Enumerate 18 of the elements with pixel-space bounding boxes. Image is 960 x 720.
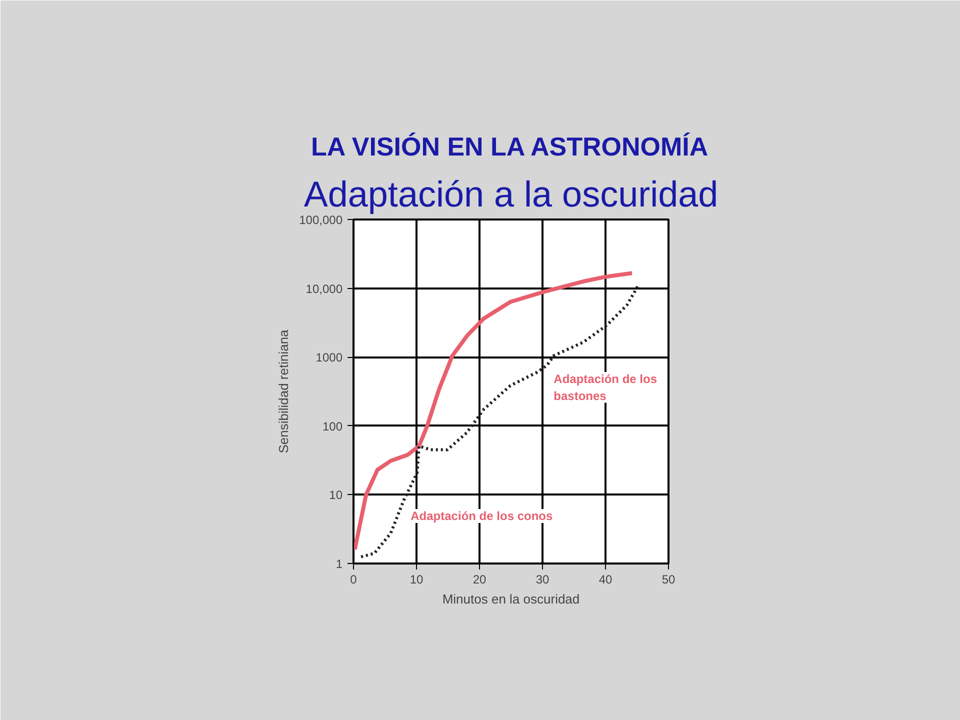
x-tick-label: 0: [350, 572, 358, 586]
y-tick-label: 10,000: [306, 282, 343, 296]
y-tick-label: 100,000: [299, 213, 343, 227]
x-tick-label: 20: [472, 572, 486, 586]
y-tick-label: 1000: [316, 350, 343, 365]
x-tick-label: 40: [598, 572, 612, 586]
y-axis-title: Sensibilidad retiniana: [276, 328, 292, 454]
chart-title: LA VISIÓN EN LA ASTRONOMÍA: [310, 132, 708, 162]
y-tick-label: 10: [329, 488, 343, 502]
chart-subtitle: Adaptación a la oscuridad: [304, 174, 718, 214]
x-tick-label: 50: [662, 572, 676, 586]
y-tick-label: 100: [322, 419, 343, 434]
y-tick-label: 1: [336, 557, 343, 571]
annotation: Adaptación de los conos: [410, 509, 553, 524]
x-tick-label: 30: [536, 572, 550, 586]
x-axis-title: Minutos en la oscuridad: [442, 592, 580, 606]
x-tick-label: 10: [410, 572, 424, 586]
annotation: Adaptación de los bastones: [554, 372, 658, 403]
